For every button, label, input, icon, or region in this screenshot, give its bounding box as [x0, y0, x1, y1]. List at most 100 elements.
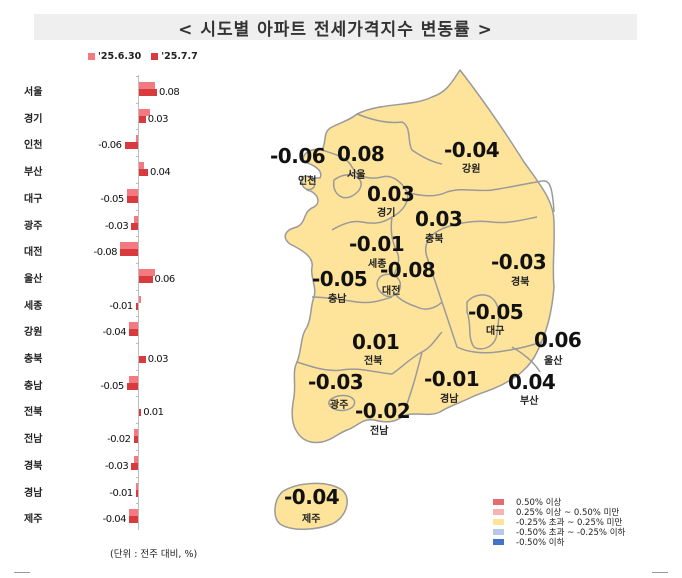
category-label: 충북 [24, 354, 43, 365]
category-label: 부산 [24, 167, 43, 179]
bar-curr-week [131, 462, 138, 470]
data-label: 0.03 [147, 113, 169, 125]
bar-curr-week [133, 436, 138, 444]
category-label: 대전 [24, 247, 43, 259]
zero-axis [138, 75, 139, 530]
axis-tick [136, 236, 139, 238]
data-label: -0.03 [104, 460, 129, 472]
region-value-chungnam: -0.05 [312, 267, 368, 291]
legend-label-prev: '25.6.30 [98, 51, 142, 62]
bar-curr-week [139, 409, 142, 417]
bar-prev-week [133, 429, 138, 437]
bar-prev-week [129, 375, 138, 383]
region-name-gyeongnam: 경남 [440, 394, 459, 405]
map-legend-item: -0.25% 초과 ~ 0.25% 미만 [493, 517, 625, 528]
data-label: -0.08 [93, 247, 118, 259]
region-name-jeonbuk: 전북 [364, 356, 383, 367]
bar-prev-week [139, 82, 155, 89]
bar-chart: 서울 0.08 경기 0.03 인천 -0.06 부산 0.04 대구 -0.05 광주 -0.03 대… [0, 70, 230, 540]
bar-curr-week [129, 516, 138, 524]
region-value-gyeongnam: -0.01 [424, 367, 480, 391]
map-legend: 0.50% 이상 0.25% 이상 ~ 0.50% 미만 -0.25% 초과 ~… [493, 497, 626, 548]
data-label: -0.04 [102, 514, 127, 526]
region-name-gangwon: 강원 [462, 164, 481, 175]
region-value-jeju: -0.04 [284, 485, 340, 509]
category-label: 경북 [24, 460, 43, 472]
region-name-ulsan: 울산 [544, 356, 563, 367]
axis-tick [136, 449, 139, 451]
region-name-chungbuk: 충북 [425, 234, 444, 245]
bar-prev-week [129, 322, 138, 330]
axis-tick [136, 476, 139, 478]
legend-swatch [493, 499, 504, 505]
bar-prev-week [139, 108, 151, 116]
category-label: 경남 [24, 487, 43, 499]
region-name-jeju: 제주 [302, 514, 321, 525]
legend-label: 0.50% 이상 [516, 498, 562, 508]
legend-label: -0.50% 이하 [516, 538, 565, 548]
bar-prev-week [126, 188, 138, 196]
axis-tick [136, 369, 139, 371]
region-name-busan: 부산 [520, 396, 539, 407]
bar-curr-week [126, 195, 138, 203]
map-legend-item: 0.25% 이상 ~ 0.50% 미만 [493, 507, 625, 518]
bar-prev-week [133, 455, 138, 463]
axis-tick [136, 316, 139, 318]
category-label: 광주 [24, 220, 43, 232]
legend-swatch [493, 509, 504, 515]
region-value-busan: 0.04 [508, 370, 556, 394]
region-name-jeonnam: 전남 [370, 426, 389, 437]
bar-curr-week [139, 356, 146, 363]
category-label: 서울 [24, 87, 43, 98]
legend-swatch-curr [151, 53, 159, 60]
region-name-sejong: 세종 [368, 259, 387, 270]
region-value-seoul: 0.08 [337, 142, 385, 166]
bar-curr-week [139, 275, 153, 283]
data-label: -0.05 [100, 193, 124, 205]
region-value-gangwon: -0.04 [444, 138, 500, 162]
axis-tick [136, 423, 139, 425]
bar-prev-week [129, 509, 138, 517]
bar-prev-week [139, 295, 142, 303]
data-label: 0.01 [143, 407, 164, 419]
data-label: -0.05 [100, 380, 124, 392]
region-value-jeonnam: -0.02 [355, 399, 411, 423]
region-name-gyeonggi: 경기 [377, 208, 396, 219]
region-name-daegu: 대구 [486, 326, 505, 337]
bar-prev-week [135, 482, 138, 490]
legend-label: -0.50% 초과 ~ -0.25% 이하 [516, 528, 626, 538]
axis-tick [136, 76, 139, 77]
legend-swatch [493, 539, 504, 545]
axis-tick [136, 396, 139, 398]
axis-tick [136, 289, 139, 291]
legend-swatch [493, 519, 504, 525]
bar-prev-week [133, 215, 138, 223]
unit-note: (단위 : 전주 대비, %) [110, 549, 198, 560]
category-label: 제주 [24, 514, 43, 526]
region-name-gyeongbuk: 경북 [511, 277, 530, 288]
legend-label: -0.25% 초과 ~ 0.25% 미만 [516, 518, 623, 528]
bar-curr-week [139, 89, 157, 96]
page-corner-mark [652, 572, 668, 573]
legend-label-curr: '25.7.7 [161, 51, 198, 62]
data-label: -0.02 [107, 434, 131, 446]
region-value-incheon: -0.06 [270, 144, 326, 168]
region-value-gyeongbuk: -0.03 [491, 250, 547, 274]
region-name-incheon: 인천 [298, 176, 317, 187]
region-value-daegu: -0.05 [468, 300, 524, 324]
bar-curr-week [135, 489, 138, 497]
bar-curr-week [131, 222, 138, 230]
bar-curr-week [129, 329, 138, 337]
axis-tick [136, 102, 139, 104]
korea-map-shape [274, 69, 555, 530]
bar-prev-week [120, 242, 138, 250]
region-value-gwangju: -0.03 [308, 370, 364, 394]
bar-curr-week [124, 142, 138, 150]
data-label: 0.06 [154, 273, 176, 285]
category-label: 충남 [24, 380, 43, 392]
bar-prev-week [139, 268, 155, 276]
page-corner-mark [14, 572, 30, 573]
region-name-chungnam: 충남 [328, 294, 347, 305]
map-legend-item: 0.50% 이상 [493, 497, 625, 508]
legend-swatch [493, 529, 504, 535]
